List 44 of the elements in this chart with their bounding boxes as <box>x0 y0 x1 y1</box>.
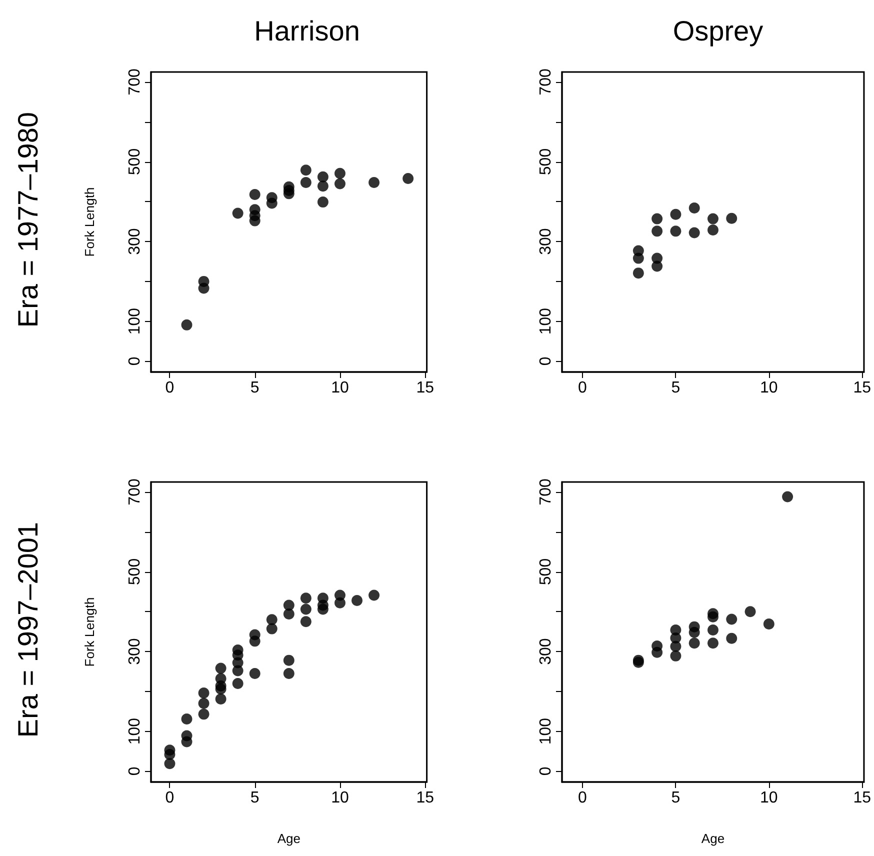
x-tick-label: 15 <box>853 790 872 806</box>
y-tick-label: 700 <box>126 68 144 96</box>
x-axis-title: Age <box>277 831 300 846</box>
chart-title: Harrison <box>254 16 360 46</box>
text: Era = 1977–1980 <box>12 112 44 328</box>
y-tick-label: 300 <box>126 638 144 665</box>
y-tick-label: 100 <box>126 308 144 335</box>
y-axis-title: Fork Length <box>82 597 97 667</box>
x-tick-label: 10 <box>331 790 349 806</box>
x-tick-label: 0 <box>578 790 588 806</box>
y-tick-label: 0 <box>538 766 554 776</box>
x-tick-label: 0 <box>165 380 174 396</box>
x-tick-label: 10 <box>331 380 349 396</box>
y-tick-label: 300 <box>538 228 554 255</box>
y-axis-title: Fork Length <box>82 187 97 257</box>
x-tick-label: 10 <box>760 790 778 806</box>
y-tick-label: 100 <box>538 718 554 745</box>
x-tick-label: 5 <box>250 380 260 396</box>
x-tick-label: 5 <box>671 790 680 806</box>
y-tick-label: 0 <box>126 356 144 366</box>
x-tick-label: 15 <box>853 380 872 396</box>
y-tick-label: 0 <box>538 356 554 366</box>
x-tick-label: 5 <box>250 790 260 806</box>
text: Era = 1997–2001 <box>12 522 44 738</box>
x-tick-label: 5 <box>671 380 680 396</box>
y-tick-label: 500 <box>538 558 554 586</box>
y-tick-label: 100 <box>538 308 554 335</box>
chart-title: Osprey <box>672 16 764 46</box>
x-tick-label: 0 <box>578 380 588 396</box>
x-tick-label: 15 <box>416 790 434 806</box>
y-tick-label: 0 <box>126 766 144 776</box>
x-tick-label: 0 <box>165 790 174 806</box>
y-tick-label: 700 <box>538 68 554 96</box>
y-tick-label: 100 <box>126 718 144 745</box>
x-axis-title: Age <box>701 831 725 846</box>
y-tick-label: 700 <box>538 478 554 506</box>
x-tick-label: 15 <box>416 380 434 396</box>
y-tick-label: 500 <box>126 148 144 176</box>
x-tick-label: 10 <box>760 380 778 396</box>
y-tick-label: 500 <box>538 148 554 176</box>
y-tick-label: 500 <box>126 558 144 586</box>
y-tick-label: 300 <box>538 638 554 665</box>
y-tick-label: 300 <box>126 228 144 255</box>
y-tick-label: 700 <box>126 478 144 506</box>
